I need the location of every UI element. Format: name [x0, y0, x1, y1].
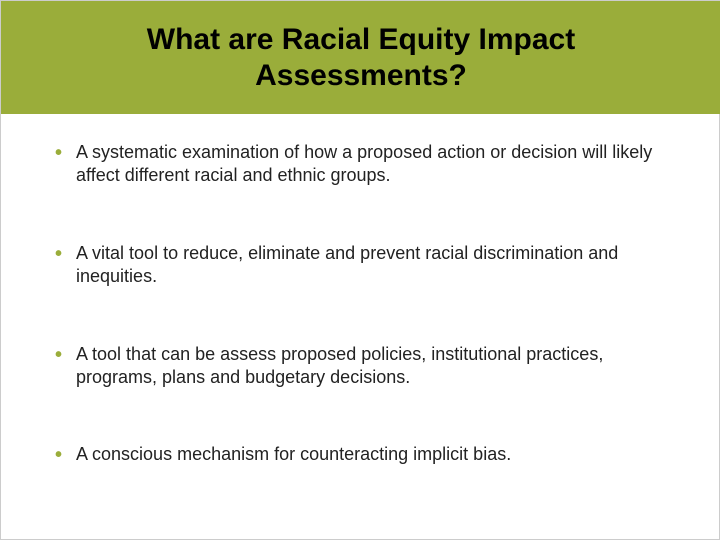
bullet-icon: • — [55, 445, 62, 465]
bullet-item: • A tool that can be assess proposed pol… — [55, 343, 665, 390]
slide-title: What are Racial Equity Impact Assessment… — [147, 22, 575, 94]
bullet-item: • A conscious mechanism for counteractin… — [55, 443, 665, 466]
bullet-icon: • — [55, 143, 62, 163]
bullet-item: • A systematic examination of how a prop… — [55, 141, 665, 188]
bullet-icon: • — [55, 244, 62, 264]
bullet-text: A vital tool to reduce, eliminate and pr… — [76, 242, 665, 289]
bullet-text: A systematic examination of how a propos… — [76, 141, 665, 188]
bullet-item: • A vital tool to reduce, eliminate and … — [55, 242, 665, 289]
title-band: What are Racial Equity Impact Assessment… — [1, 1, 720, 114]
slide: What are Racial Equity Impact Assessment… — [0, 0, 720, 540]
bullet-text: A tool that can be assess proposed polic… — [76, 343, 665, 390]
bullet-text: A conscious mechanism for counteracting … — [76, 443, 665, 466]
bullet-icon: • — [55, 345, 62, 365]
slide-body: • A systematic examination of how a prop… — [55, 141, 665, 521]
